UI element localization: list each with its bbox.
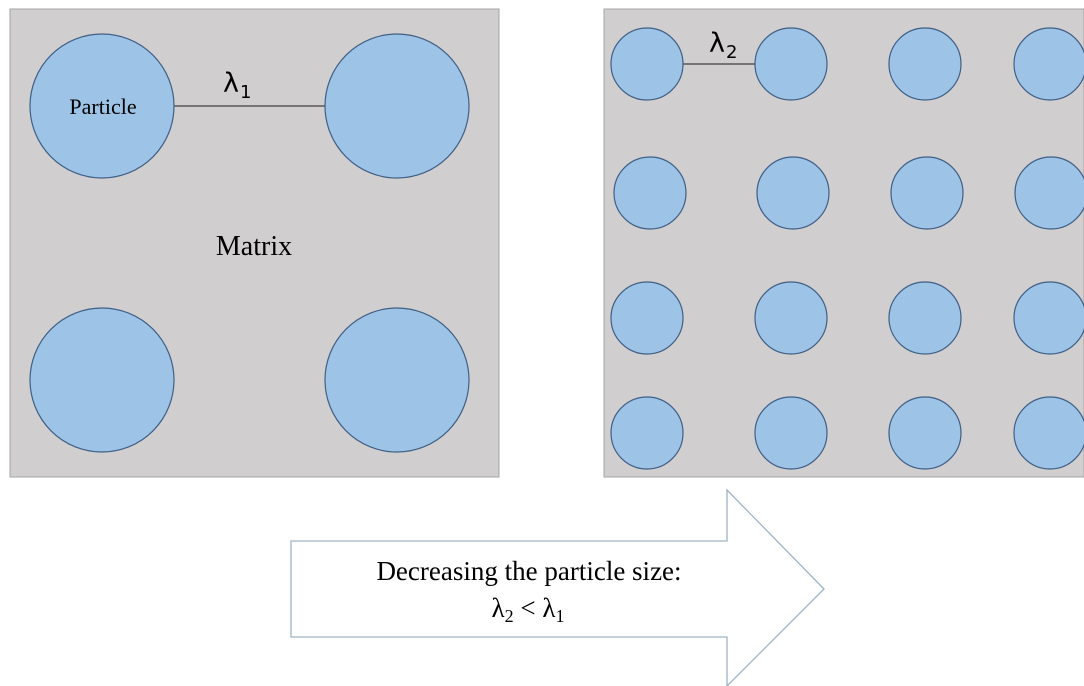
decreasing-size-arrow: Decreasing the particle size: λ2 < λ1: [290, 488, 825, 686]
large-particle-bottom-left: [29, 307, 175, 453]
small-particle: [610, 281, 684, 355]
small-particle: [754, 27, 828, 101]
small-particle: [610, 27, 684, 101]
right-arrow-shape: [290, 488, 825, 686]
left-panel: Particle Matrix λ1: [9, 8, 500, 478]
caption-lambda2-subscript: 2: [505, 606, 514, 626]
lambda1-label: λ1: [223, 68, 251, 103]
particle-label: Particle: [69, 94, 136, 119]
lambda1-symbol: λ: [223, 68, 239, 99]
small-particle: [613, 156, 687, 230]
matrix-panel-small-particles: [603, 8, 1084, 478]
caption-lambda1-symbol: λ: [542, 593, 555, 623]
small-particle: [890, 156, 964, 230]
small-particle: [1014, 156, 1084, 230]
small-particle: [754, 396, 828, 470]
caption-lambda2-symbol: λ: [492, 593, 505, 623]
small-particle: [1013, 281, 1084, 355]
large-particle-top-right: [324, 33, 470, 179]
large-particle-top-left: [29, 33, 175, 179]
small-particle: [1013, 27, 1084, 101]
small-particle: [754, 281, 828, 355]
small-particle: [888, 281, 962, 355]
lambda2-label: λ2: [709, 28, 737, 63]
matrix-label: Matrix: [216, 231, 292, 262]
small-particle: [888, 27, 962, 101]
arrow-caption-line2: λ2 < λ1: [492, 593, 565, 626]
lambda2-symbol: λ: [709, 28, 725, 59]
lambda1-subscript: 1: [240, 82, 251, 103]
caption-less-than: <: [514, 593, 543, 623]
small-particle: [610, 396, 684, 470]
small-particle: [1013, 396, 1084, 470]
lambda2-subscript: 2: [726, 42, 737, 63]
caption-lambda1-subscript: 1: [555, 606, 564, 626]
right-panel: λ2: [603, 8, 1084, 478]
small-particle: [756, 156, 830, 230]
large-particle-bottom-right: [324, 307, 470, 453]
small-particle: [888, 396, 962, 470]
arrow-caption-line1: Decreasing the particle size:: [376, 556, 681, 586]
